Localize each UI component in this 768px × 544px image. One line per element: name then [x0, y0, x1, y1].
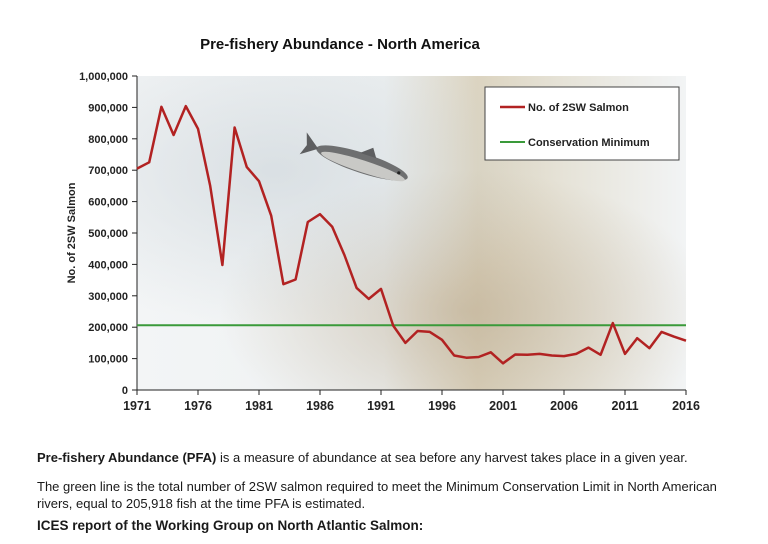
series-line-2sw-salmon [136, 104, 687, 365]
y-tick-label: 0 [122, 385, 128, 397]
y-tick-label: 200,000 [88, 322, 128, 334]
x-tick-label: 1976 [184, 399, 212, 413]
legend: No. of 2SW Salmon Conservation Minimum [484, 86, 680, 161]
caption-green-line-2: rivers, equal to 205,918 fish at the tim… [37, 496, 366, 511]
y-tick-label: 400,000 [88, 259, 128, 271]
caption-pfa-rest: is a measure of abundance at sea before … [216, 450, 688, 465]
caption-pfa-definition: Pre-fishery Abundance (PFA) is a measure… [37, 449, 737, 466]
y-tick-label: 100,000 [88, 354, 128, 366]
caption-green-line-1: The green line is the total number of 2S… [37, 479, 717, 494]
x-tick-label: 1991 [367, 399, 395, 413]
chart: 0 100,000 200,000 300,000 400,000 500,000 600,… [66, 71, 700, 413]
y-tick-label: 1,000,000 [79, 71, 128, 83]
legend-label-2sw-salmon: No. of 2SW Salmon [528, 102, 629, 114]
legend-label-conservation-minimum: Conservation Minimum [528, 137, 650, 149]
x-tick-label: 1986 [306, 399, 334, 413]
series-layer [136, 104, 687, 365]
y-tick-label: 700,000 [88, 165, 128, 177]
x-tick-label: 1981 [245, 399, 273, 413]
x-tick-label: 2011 [611, 399, 638, 413]
y-tick-label: 500,000 [88, 228, 128, 240]
y-tick-label: 600,000 [88, 197, 128, 209]
x-tick-label: 2016 [672, 399, 700, 413]
x-tick-label: 2006 [550, 399, 578, 413]
caption-pfa-term: Pre-fishery Abundance (PFA) [37, 450, 217, 465]
x-tick-label: 1971 [123, 399, 151, 413]
x-axis: 1971 1976 1981 1986 1991 1996 2001 2006 2011 2016 [123, 390, 700, 413]
x-tick-label: 1996 [428, 399, 456, 413]
y-axis-title: No. of 2SW Salmon [66, 182, 78, 283]
y-tick-label: 900,000 [88, 102, 128, 114]
caption-source: ICES report of the Working Group on Nort… [37, 518, 424, 533]
x-tick-label: 2001 [489, 399, 517, 413]
y-tick-label: 300,000 [88, 291, 128, 303]
salmon-illustration [299, 132, 408, 182]
caption-green-line: The green line is the total number of 2S… [37, 478, 737, 512]
y-tick-label: 800,000 [88, 134, 128, 146]
chart-title: Pre-fishery Abundance - North America [200, 36, 480, 53]
y-axis: 0 100,000 200,000 300,000 400,000 500,000 600,… [79, 71, 137, 397]
